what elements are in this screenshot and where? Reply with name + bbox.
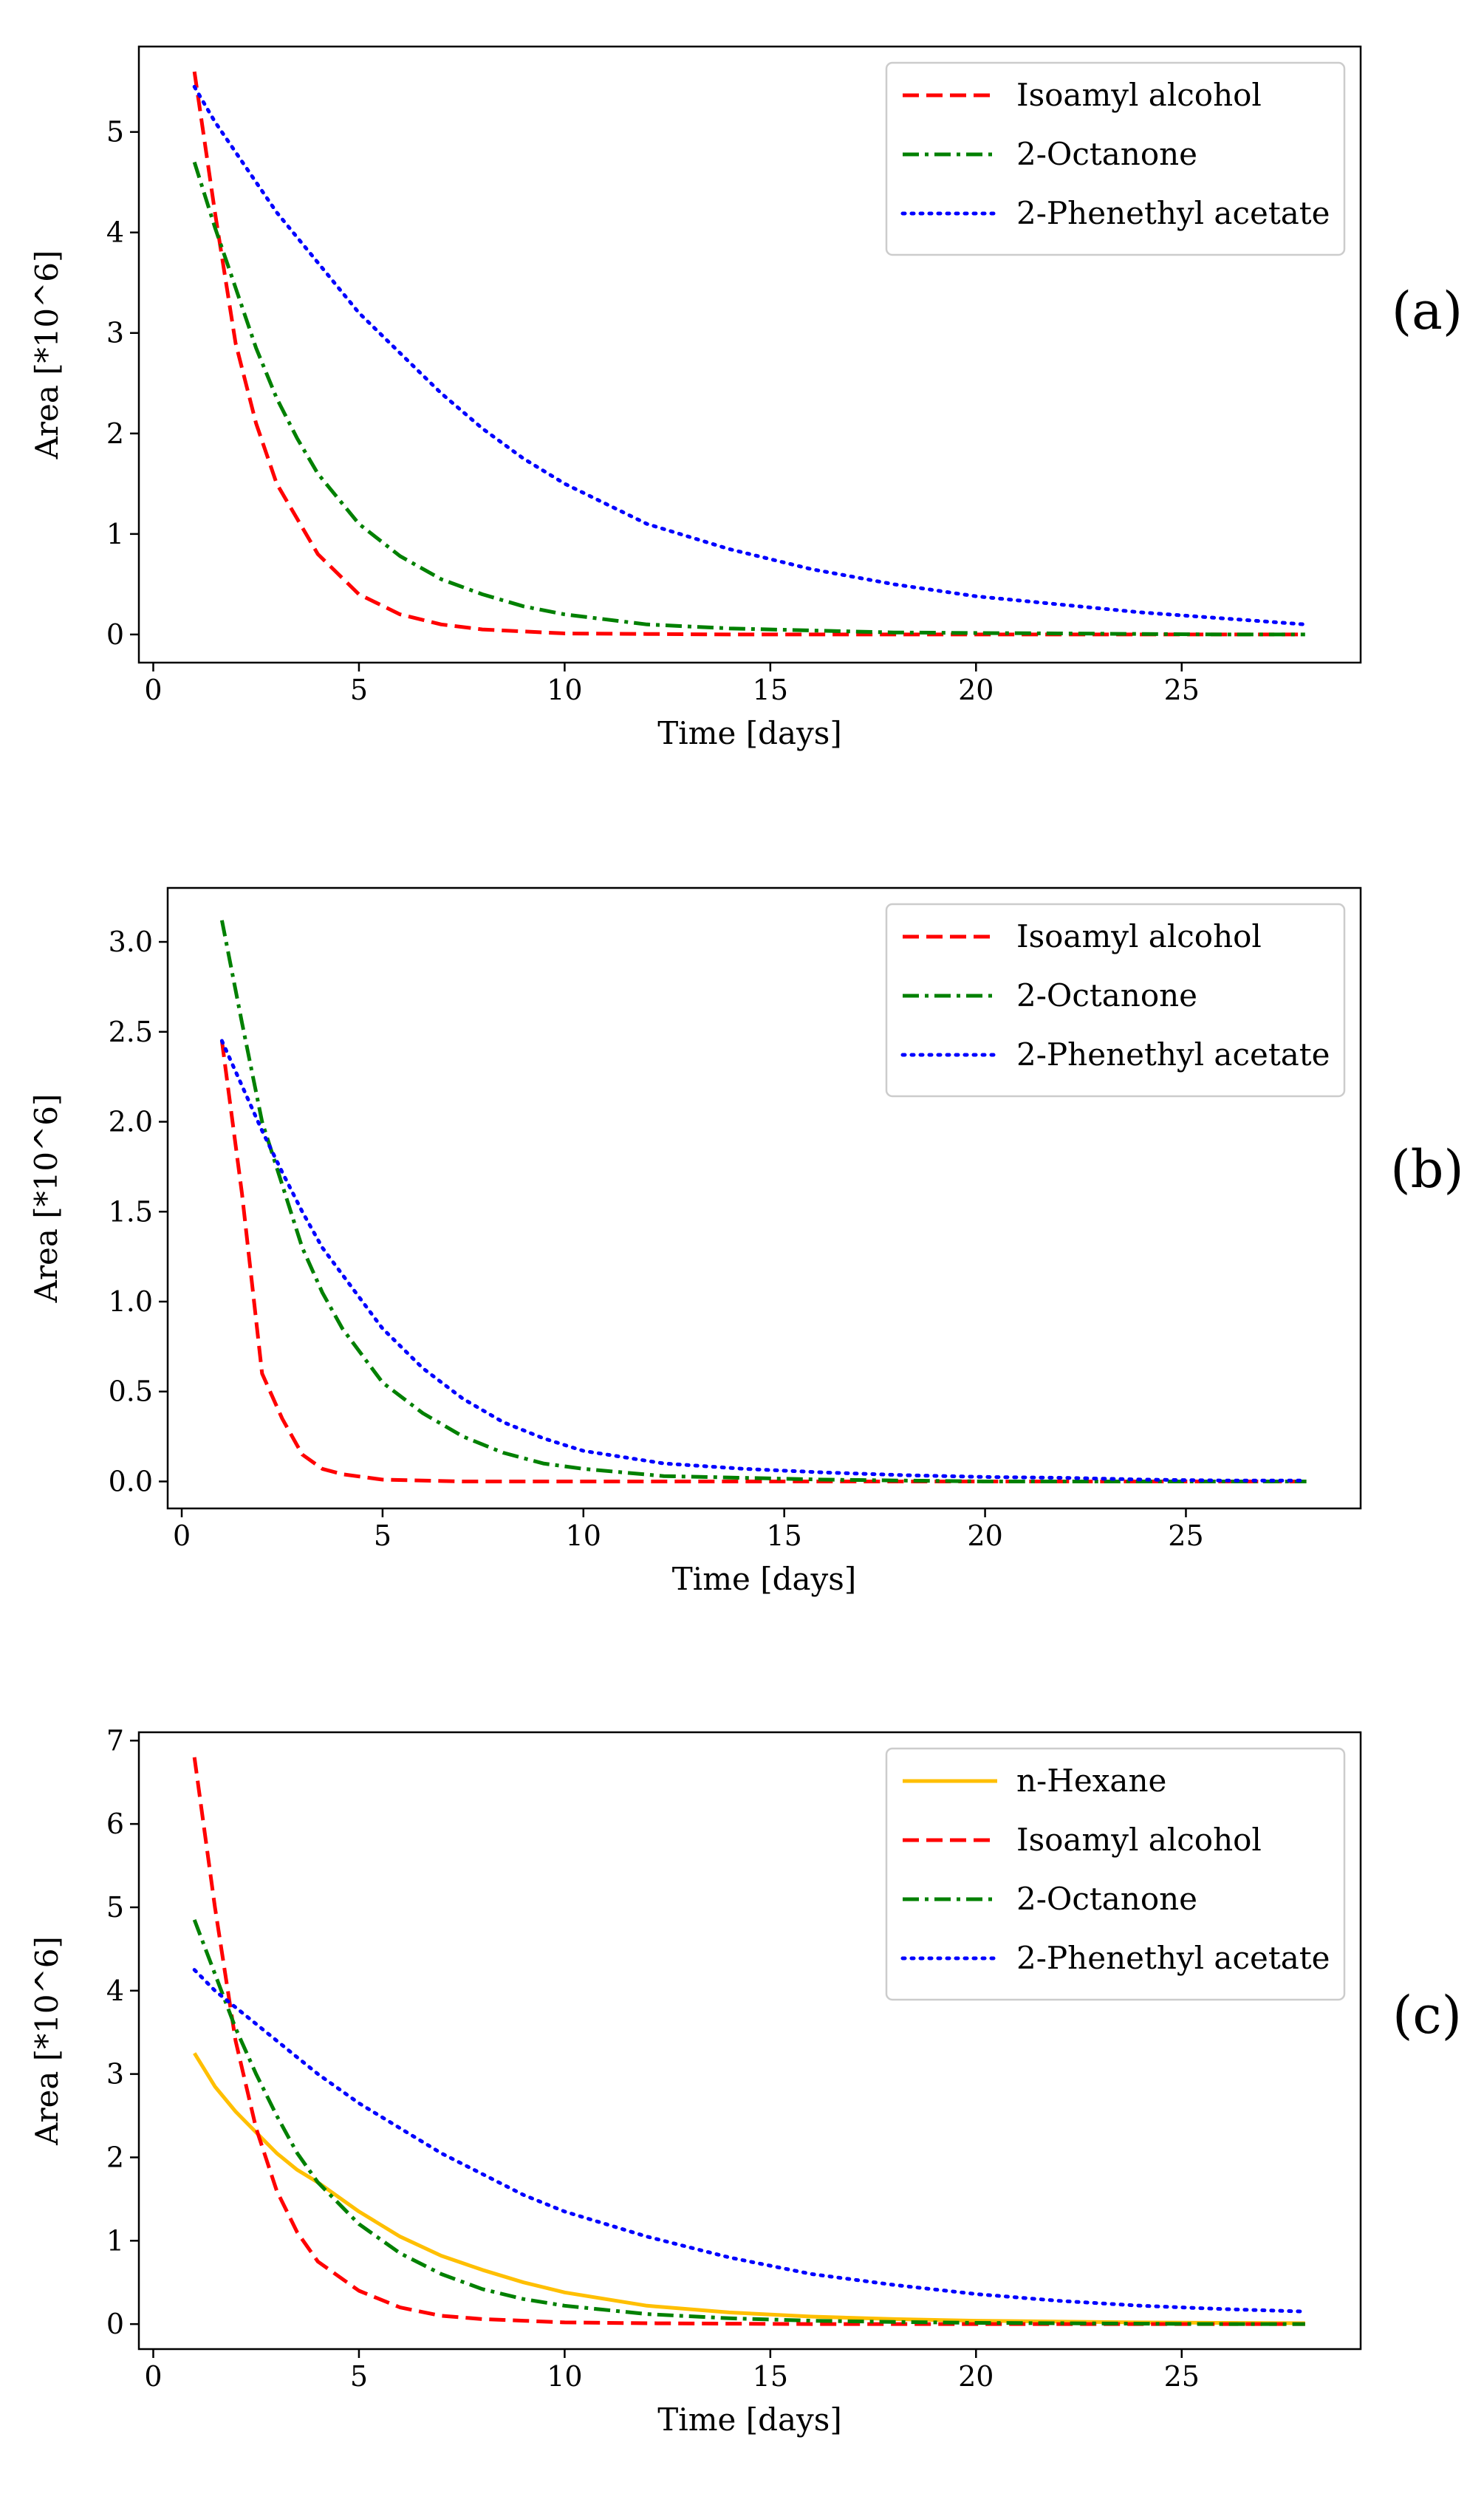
y-tick-label: 7 [106, 1724, 124, 1757]
x-tick-label: 5 [350, 674, 368, 706]
y-tick-label: 6 [106, 1808, 124, 1840]
y-tick-label: 3 [106, 2058, 124, 2091]
y-axis-label: Area [*10^6] [29, 250, 65, 460]
panel-label: (a) [1392, 281, 1463, 341]
x-axis-label: Time [days] [657, 2402, 841, 2438]
x-axis-label: Time [days] [672, 1561, 856, 1597]
y-tick-label: 0.5 [109, 1375, 153, 1408]
series-line-2-phenethyl-acetate [192, 1968, 1307, 2314]
x-tick-label: 25 [1164, 2360, 1200, 2393]
x-tick-label: 15 [767, 1520, 802, 1552]
legend-entry: 2-Phenethyl acetate [1016, 195, 1330, 231]
x-tick-label: 15 [753, 674, 788, 706]
plot-frame [166, 886, 1362, 1510]
x-tick-label: 25 [1168, 1520, 1203, 1552]
x-tick-label: 20 [967, 1520, 1002, 1552]
y-tick-label: 5 [106, 116, 124, 148]
y-axis-label: Area [*10^6] [28, 1094, 64, 1304]
x-tick-label: 10 [547, 674, 582, 706]
x-tick-label: 20 [958, 2360, 994, 2393]
x-tick-label: 20 [958, 674, 994, 706]
x-tick-label: 5 [350, 2360, 368, 2393]
plot-frame [137, 45, 1362, 664]
series-line-isoamyl-alcohol [219, 1040, 1307, 1483]
plot-frame [137, 1731, 1362, 2351]
legend-entry: 2-Octanone [1016, 977, 1197, 1014]
legend-entry: 2-Phenethyl acetate [1016, 1036, 1330, 1073]
y-tick-label: 1 [106, 2224, 124, 2257]
x-tick-label: 10 [547, 2360, 582, 2393]
y-tick-label: 4 [106, 1975, 124, 2007]
x-axis-label: Time [days] [657, 715, 841, 751]
chart-panel-a: 0 5 10 15 20 25 0 1 2 3 4 5 Time [days] Area [*10^6] (… [29, 45, 1463, 751]
series-line-2-octanone [192, 161, 1305, 637]
chart-panel-b: 0 5 10 15 20 25 0.0 0.5 1.0 1.5 2.0 2.5 3.0 Time [day… [28, 886, 1464, 1597]
y-tick-label: 0 [106, 2308, 124, 2340]
y-tick-label: 1 [106, 518, 124, 550]
y-tick-label: 3 [106, 317, 124, 349]
y-tick-label: 1.0 [109, 1285, 153, 1318]
series-line-2-phenethyl-acetate [219, 1039, 1309, 1483]
legend-box [885, 61, 1346, 256]
y-tick-label: 0 [106, 618, 124, 651]
legend-entry: Isoamyl alcohol [1016, 1822, 1262, 1858]
chart-panel-c: 0 5 10 15 20 25 0 1 2 3 4 5 6 7 Time [days] Area [*10^6… [29, 1724, 1462, 2438]
y-tick-label: 1.5 [109, 1195, 153, 1228]
y-tick-label: 4 [106, 216, 124, 249]
series-line-2-phenethyl-acetate [192, 84, 1307, 626]
y-tick-label: 3.0 [109, 926, 153, 958]
y-tick-label: 2 [106, 417, 124, 450]
legend-box [885, 1747, 1346, 2001]
y-tick-label: 2.5 [109, 1016, 153, 1048]
panel-label: (b) [1390, 1139, 1463, 1200]
x-tick-label: 0 [173, 1520, 191, 1552]
legend-entry: 2-Phenethyl acetate [1016, 1940, 1330, 1976]
series-line-n-hexane [193, 2052, 1305, 2325]
legend-entry: 2-Octanone [1016, 136, 1197, 172]
y-axis-label: Area [*10^6] [29, 1936, 65, 2146]
panel-label: (c) [1392, 1985, 1462, 2045]
legend-entry: Isoamyl alcohol [1016, 77, 1262, 113]
series-line-isoamyl-alcohol [192, 71, 1305, 637]
legend-entry: Isoamyl alcohol [1016, 918, 1262, 954]
x-tick-label: 0 [144, 674, 162, 706]
series-line-2-octanone [192, 1919, 1305, 2326]
y-tick-label: 5 [106, 1891, 124, 1924]
x-tick-label: 25 [1164, 674, 1200, 706]
legend-entry: 2-Octanone [1016, 1881, 1197, 1917]
legend-entry: n-Hexane [1016, 1763, 1166, 1799]
x-tick-label: 15 [753, 2360, 788, 2393]
x-tick-label: 10 [566, 1520, 601, 1552]
x-tick-label: 5 [374, 1520, 391, 1552]
y-tick-label: 2 [106, 2141, 124, 2173]
y-tick-label: 2.0 [109, 1106, 153, 1138]
x-tick-label: 0 [144, 2360, 162, 2393]
y-tick-label: 0.0 [109, 1465, 153, 1497]
legend-box [885, 903, 1346, 1098]
